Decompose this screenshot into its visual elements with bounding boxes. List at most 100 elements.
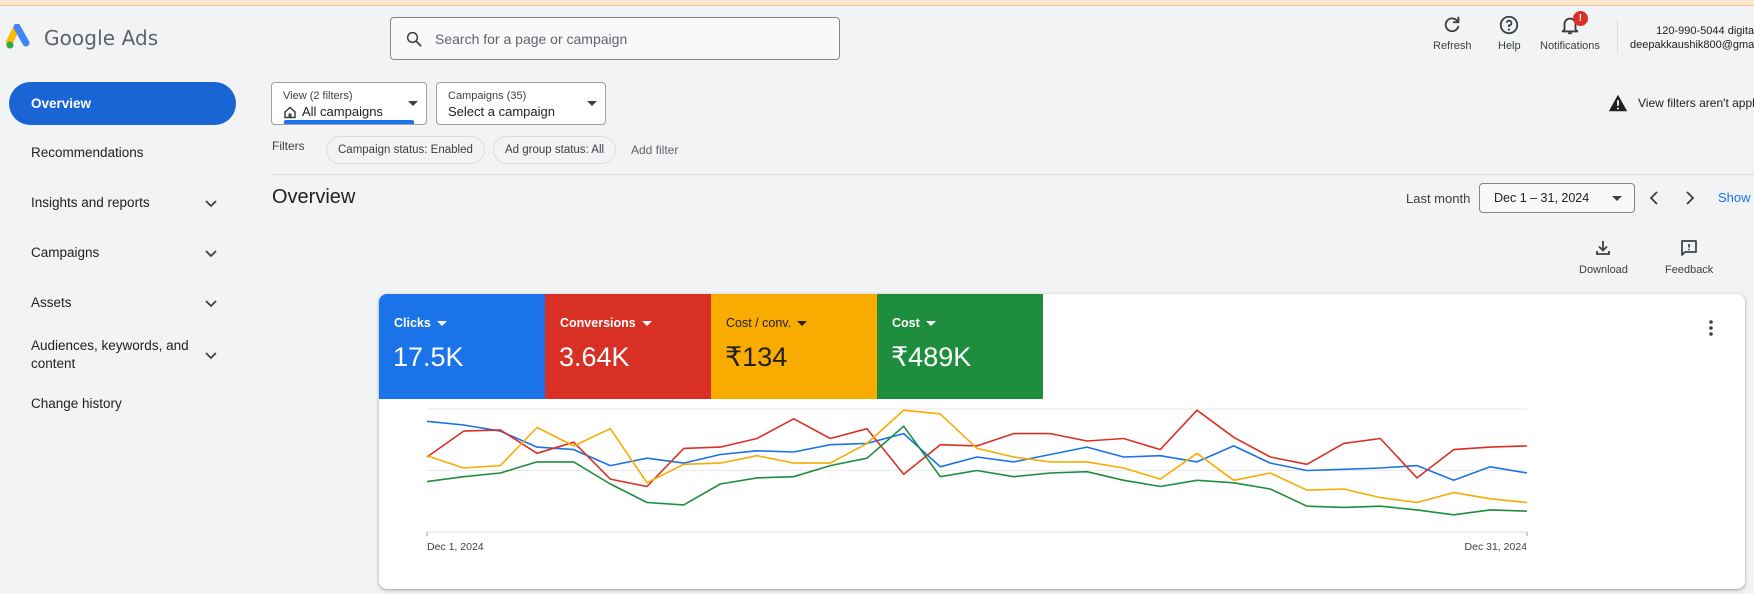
metric-tile-cost-per-conversion[interactable]: Cost / conv. ₹134 — [711, 294, 877, 399]
sidebar-item-label: Overview — [31, 96, 92, 111]
chart-series-line-1 — [426, 420, 1528, 482]
refresh-button[interactable]: Refresh — [1433, 14, 1472, 52]
caret-down-icon — [925, 320, 936, 326]
chart-series-line-4 — [426, 425, 1528, 516]
sidebar-item-label: Change history — [31, 396, 122, 411]
campaigns-count: Campaigns (35) — [448, 90, 527, 102]
sidebar-item-audiences-keywords-content[interactable]: Audiences, keywords, and content — [0, 337, 240, 373]
metric-label: Cost / conv. — [726, 316, 792, 330]
warning-text: View filters aren't applie — [1638, 96, 1754, 110]
chart-series-line-2 — [426, 409, 1528, 488]
date-period-label: Last month — [1406, 191, 1471, 206]
filters-label: Filters — [272, 139, 305, 153]
filter-chip-ad-group-status[interactable]: Ad group status: All — [493, 136, 617, 164]
google-ads-logo[interactable]: Google Ads — [6, 24, 158, 52]
metric-value: ₹134 — [725, 342, 788, 372]
sidebar-item-recommendations[interactable]: Recommendations — [0, 145, 240, 160]
campaign-selector-value: Select a campaign — [448, 104, 555, 119]
view-filters-warning: View filters aren't applie — [1607, 92, 1754, 114]
account-phone: 120-990-5044 digita — [1656, 25, 1754, 37]
previous-period-arrow-icon[interactable] — [1644, 188, 1664, 208]
notification-badge: ! — [1572, 11, 1588, 26]
view-filter-count: View (2 filters) — [283, 90, 353, 102]
next-period-arrow-icon[interactable] — [1680, 188, 1700, 208]
metric-label: Conversions — [560, 316, 636, 330]
metric-label-wrap: Conversions — [560, 316, 652, 330]
selected-indicator — [284, 120, 414, 124]
divider — [272, 174, 1754, 175]
caret-down-icon — [641, 320, 652, 326]
metric-value: 3.64K — [559, 342, 630, 372]
date-range-value: Dec 1 – 31, 2024 — [1494, 191, 1590, 205]
view-filter-value-wrap: All campaigns — [283, 104, 383, 119]
feedback-button[interactable]: Feedback — [1665, 238, 1713, 276]
chevron-down-icon — [205, 249, 217, 257]
notifications-label: Notifications — [1540, 40, 1600, 52]
sidebar-item-assets[interactable]: Assets — [0, 295, 240, 310]
sidebar-item-overview[interactable]: Overview — [9, 82, 236, 125]
x-axis-tick-label: Dec 31, 2024 — [1465, 541, 1528, 553]
sidebar-item-label: Audiences, keywords, and content — [31, 338, 189, 371]
account-switcher[interactable]: 120-990-5044 digita deepakkaushik800@gma — [1630, 24, 1754, 52]
more-options-icon[interactable] — [1701, 318, 1721, 338]
help-button[interactable]: Help — [1498, 14, 1521, 52]
feedback-icon — [1681, 240, 1698, 256]
metric-label: Cost — [892, 316, 920, 330]
metric-tile-cost[interactable]: Cost ₹489K — [877, 294, 1043, 399]
download-label: Download — [1579, 264, 1628, 276]
search-icon — [406, 31, 422, 47]
caret-down-icon — [408, 101, 418, 106]
feedback-label: Feedback — [1665, 264, 1714, 276]
warning-icon — [1608, 94, 1628, 112]
chart-x-axis: Dec 1, 2024 Dec 31, 2024 — [426, 532, 1528, 553]
metric-label-wrap: Cost — [892, 316, 936, 330]
search-input[interactable] — [435, 30, 815, 47]
show-comparison-link[interactable]: Show — [1718, 190, 1751, 205]
home-icon — [284, 105, 296, 118]
header-divider — [1617, 20, 1618, 54]
page-title: Overview — [272, 186, 356, 208]
help-label: Help — [1498, 40, 1521, 52]
metric-tile-clicks[interactable]: Clicks 17.5K — [379, 294, 545, 399]
chart-series — [426, 409, 1528, 516]
sidebar-item-label: Recommendations — [31, 145, 144, 160]
sidebar-item-campaigns[interactable]: Campaigns — [0, 245, 240, 260]
refresh-label: Refresh — [1433, 40, 1472, 52]
chevron-down-icon — [205, 352, 217, 360]
x-axis-tick-label: Dec 1, 2024 — [427, 541, 484, 553]
chevron-down-icon — [205, 199, 217, 207]
metric-value: ₹489K — [891, 342, 972, 372]
caret-down-icon — [587, 101, 597, 106]
bell-icon — [1561, 17, 1579, 35]
sidebar-item-insights-and-reports[interactable]: Insights and reports — [0, 195, 240, 210]
date-range-picker[interactable]: Dec 1 – 31, 2024 — [1479, 183, 1635, 213]
performance-line-chart: Dec 1, 2024 Dec 31, 2024 — [426, 408, 1528, 553]
download-icon — [1596, 241, 1611, 255]
sidebar-item-label: Insights and reports — [31, 195, 150, 210]
metric-label: Clicks — [394, 316, 431, 330]
metric-label-wrap: Clicks — [394, 316, 447, 330]
metric-label-wrap: Cost / conv. — [726, 316, 808, 330]
help-icon — [1500, 15, 1519, 35]
sidebar-item-label: Assets — [31, 295, 72, 310]
sidebar-item-label: Campaigns — [31, 245, 100, 260]
google-ads-logo-icon — [6, 24, 30, 49]
caret-down-icon — [436, 320, 447, 326]
campaign-selector-dropdown[interactable]: Campaigns (35) Select a campaign — [436, 82, 606, 125]
caret-down-icon — [1612, 196, 1622, 201]
notifications-button[interactable]: ! Notifications — [1540, 11, 1600, 52]
top-banner-strip — [0, 0, 1754, 6]
search-box[interactable] — [390, 17, 840, 60]
chevron-down-icon — [205, 299, 217, 307]
app-name: Google Ads — [44, 26, 159, 50]
download-button[interactable]: Download — [1579, 238, 1628, 276]
account-email: deepakkaushik800@gma — [1630, 39, 1754, 51]
view-filter-dropdown[interactable]: View (2 filters) All campaigns — [271, 82, 427, 125]
add-filter-link[interactable]: Add filter — [631, 143, 679, 157]
refresh-icon — [1445, 16, 1460, 33]
metric-tile-conversions[interactable]: Conversions 3.64K — [545, 294, 711, 399]
filter-chip-campaign-status[interactable]: Campaign status: Enabled — [326, 136, 485, 164]
sidebar-item-change-history[interactable]: Change history — [0, 396, 240, 411]
chart-series-line-3 — [426, 409, 1528, 504]
view-filter-value: All campaigns — [302, 104, 383, 119]
